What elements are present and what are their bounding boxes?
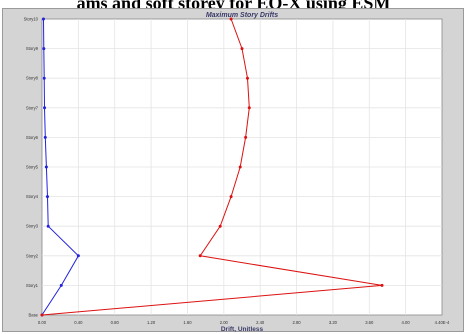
data-point xyxy=(40,313,44,317)
x-axis-label: Drift, Unitless xyxy=(221,326,264,333)
story-label: Story3 xyxy=(26,224,39,229)
data-point xyxy=(240,47,244,51)
data-point xyxy=(45,195,49,199)
x-tick-label: 2.40 xyxy=(256,320,265,325)
x-tick-label: 1.60 xyxy=(183,320,192,325)
data-point xyxy=(245,76,249,80)
data-point xyxy=(44,165,48,169)
data-point xyxy=(43,106,47,110)
x-tick-label: 0.40 xyxy=(74,320,83,325)
data-point xyxy=(59,283,63,287)
data-point xyxy=(380,283,384,287)
plot-frame: 0.00 0.40 0.80 1.20 1.60 2.00 2.40 2.80 3.20 3.60… xyxy=(2,8,464,333)
data-point xyxy=(46,224,50,228)
data-point xyxy=(198,254,202,258)
data-point xyxy=(244,135,248,139)
data-point xyxy=(42,47,46,51)
story-label: Story5 xyxy=(26,165,39,170)
story-label: Story6 xyxy=(26,135,39,140)
x-tick-label: 1.20 xyxy=(147,320,156,325)
x-tick-label: 2.00 xyxy=(220,320,229,325)
data-point xyxy=(42,76,46,80)
data-point xyxy=(229,195,233,199)
story-label: Story4 xyxy=(26,194,39,199)
data-point xyxy=(238,165,242,169)
x-tick-label: 2.80 xyxy=(292,320,301,325)
x-tick-label: 4.40E-4 xyxy=(435,320,450,325)
tick-labels: 0.00 0.40 0.80 1.20 1.60 2.00 2.40 2.80 3.20 3.60… xyxy=(24,17,450,326)
data-point xyxy=(229,17,233,21)
story-label: Story1 xyxy=(26,283,39,288)
x-tick-label: 4.00 xyxy=(402,320,411,325)
chart-title: Maximum Story Drifts xyxy=(206,12,278,19)
data-point xyxy=(247,106,251,110)
x-tick-label: 3.20 xyxy=(329,320,338,325)
data-point xyxy=(76,254,80,258)
story-label: Base xyxy=(28,313,38,318)
story-label: Story7 xyxy=(26,105,39,110)
x-tick-label: 3.60 xyxy=(365,320,374,325)
x-tick-label: 0.00 xyxy=(38,320,47,325)
story-label: Story8 xyxy=(26,76,39,81)
data-point xyxy=(41,17,45,21)
story-label: Story9 xyxy=(26,46,39,51)
data-point xyxy=(43,135,47,139)
series-layer xyxy=(40,17,384,317)
story-label: Story10 xyxy=(24,17,39,22)
story-label: Story2 xyxy=(26,253,39,258)
story-drift-chart: 0.00 0.40 0.80 1.20 1.60 2.00 2.40 2.80 3.20 3.60… xyxy=(24,12,450,333)
x-tick-label: 0.80 xyxy=(111,320,120,325)
data-point xyxy=(218,224,222,228)
